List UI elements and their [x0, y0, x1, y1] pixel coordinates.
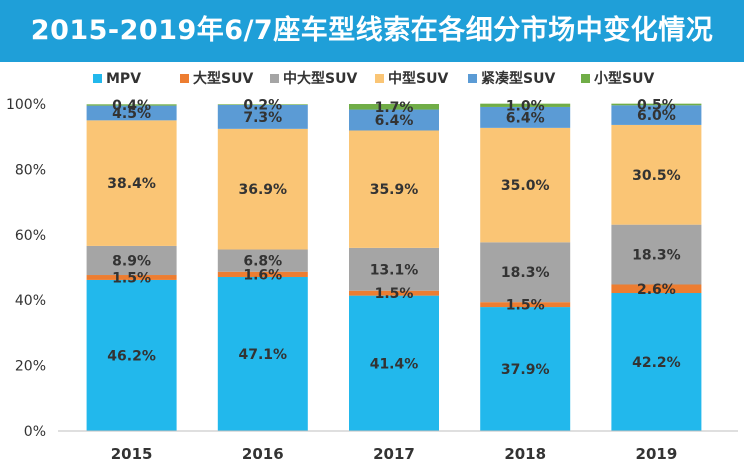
bar-segment-0-0 [86, 279, 177, 431]
legend-swatch-4 [468, 74, 477, 83]
legend-label-4: 紧凑型SUV [481, 70, 555, 87]
bar-segment-4-3 [611, 124, 702, 225]
data-label-4-4: 6.0% [637, 108, 676, 124]
bar-segment-2-1 [349, 290, 439, 296]
data-label-1-3: 36.9% [239, 182, 288, 198]
legend-swatch-1 [180, 74, 189, 83]
x-tick-label: 2018 [504, 445, 546, 463]
data-label-4-3: 30.5% [632, 168, 681, 184]
legend-swatch-3 [375, 74, 384, 83]
bar-segment-0-1 [86, 275, 177, 280]
legend-swatch-0 [93, 74, 102, 83]
x-axis: 2015 2016 2017 2018 2019 [58, 430, 738, 463]
data-label-3-2: 18.3% [501, 265, 550, 281]
bar-segment-1-4 [217, 104, 308, 129]
bar-segment-4-0 [611, 293, 702, 431]
data-label-4-2: 18.3% [632, 248, 681, 264]
data-label-4-1: 2.6% [637, 282, 676, 298]
legend-swatch-5 [581, 74, 590, 83]
bar-segment-4-4 [611, 105, 702, 125]
bar-segment-0-4 [86, 105, 177, 121]
legend-swatch-2 [270, 74, 279, 83]
data-label-2-3: 35.9% [370, 182, 419, 198]
bar-segment-3-4 [480, 106, 571, 128]
data-label-2-0: 41.4% [370, 356, 419, 372]
legend: MPV 大型SUV 中大型SUV 中型SUV 紧凑型SUV 小型SUV [93, 70, 654, 87]
chart-title: 2015-2019年6/7座车型线索在各细分市场中变化情况 [30, 15, 714, 46]
bar-segment-3-2 [480, 242, 571, 303]
bars [86, 103, 702, 431]
data-label-2-2: 13.1% [370, 262, 419, 278]
data-label-0-1: 1.5% [112, 270, 151, 286]
legend-label-0: MPV [106, 71, 141, 87]
y-tick-label: 0% [24, 424, 46, 440]
data-label-1-0: 47.1% [239, 347, 288, 363]
y-tick-label: 20% [15, 359, 46, 375]
bar-segment-2-4 [349, 109, 439, 131]
bar-segment-1-5 [217, 104, 308, 105]
data-label-0-5: 0.4% [112, 98, 151, 114]
x-tick-label: 2017 [373, 445, 415, 463]
bar-segment-3-1 [480, 302, 571, 308]
data-label-2-1: 1.5% [375, 286, 414, 302]
bar-segment-0-5 [86, 104, 177, 106]
data-label-2-5: 1.7% [375, 100, 414, 116]
data-label-1-2: 6.8% [243, 254, 282, 270]
data-labels: 46.2%1.5%8.9%38.4%4.5%0.4%47.1%1.6%6.8%3… [107, 97, 680, 378]
bar-segment-1-0 [217, 276, 308, 431]
data-label-3-5: 1.0% [506, 98, 545, 114]
legend-label-5: 小型SUV [594, 70, 654, 87]
x-tick-label: 2019 [636, 445, 678, 463]
bar-segment-1-1 [217, 271, 308, 277]
bar-segment-2-2 [349, 247, 439, 291]
bar-segment-3-5 [480, 103, 571, 107]
legend-label-3: 中型SUV [388, 70, 448, 87]
x-tick-label: 2015 [111, 445, 153, 463]
bar-segment-0-3 [86, 120, 177, 246]
data-label-3-1: 1.5% [506, 298, 545, 314]
bar-segment-4-1 [611, 284, 702, 294]
data-label-3-4: 6.4% [506, 110, 545, 126]
bar-segment-4-5 [611, 103, 702, 106]
stacked-bar-chart: MPV 大型SUV 中大型SUV 中型SUV 紧凑型SUV 小型SUV 0% 20% 40% 6… [6, 70, 738, 463]
data-label-1-5: 0.2% [243, 98, 282, 114]
bar-segment-3-0 [480, 307, 571, 431]
bar-segment-2-0 [349, 295, 439, 431]
data-label-0-2: 8.9% [112, 253, 151, 269]
x-tick-label: 2016 [242, 445, 284, 463]
bar-segment-0-2 [86, 245, 177, 276]
bar-segment-4-2 [611, 224, 702, 285]
y-tick-label: 60% [15, 228, 46, 244]
data-label-0-3: 38.4% [107, 176, 156, 192]
y-axis: 0% 20% 40% 60% 80% 100% [6, 97, 46, 440]
data-label-1-1: 1.6% [243, 267, 282, 283]
y-tick-label: 100% [6, 97, 46, 113]
title-bar [0, 0, 744, 62]
data-label-0-0: 46.2% [107, 348, 156, 364]
bar-segment-3-3 [480, 127, 571, 243]
data-label-4-0: 42.2% [632, 355, 681, 371]
data-label-4-5: 0.5% [637, 97, 676, 113]
bar-segment-2-5 [349, 104, 439, 110]
data-label-1-4: 7.3% [243, 110, 282, 126]
data-label-0-4: 4.5% [112, 106, 151, 122]
data-label-3-0: 37.9% [501, 362, 550, 378]
legend-label-1: 大型SUV [193, 70, 253, 87]
bar-segment-2-3 [349, 130, 439, 248]
data-label-2-4: 6.4% [375, 113, 414, 129]
y-tick-label: 40% [15, 293, 46, 309]
bar-segment-1-3 [217, 128, 308, 250]
legend-label-2: 中大型SUV [283, 70, 357, 87]
bar-segment-1-2 [217, 249, 308, 272]
data-label-3-3: 35.0% [501, 178, 550, 194]
y-tick-label: 80% [15, 162, 46, 178]
